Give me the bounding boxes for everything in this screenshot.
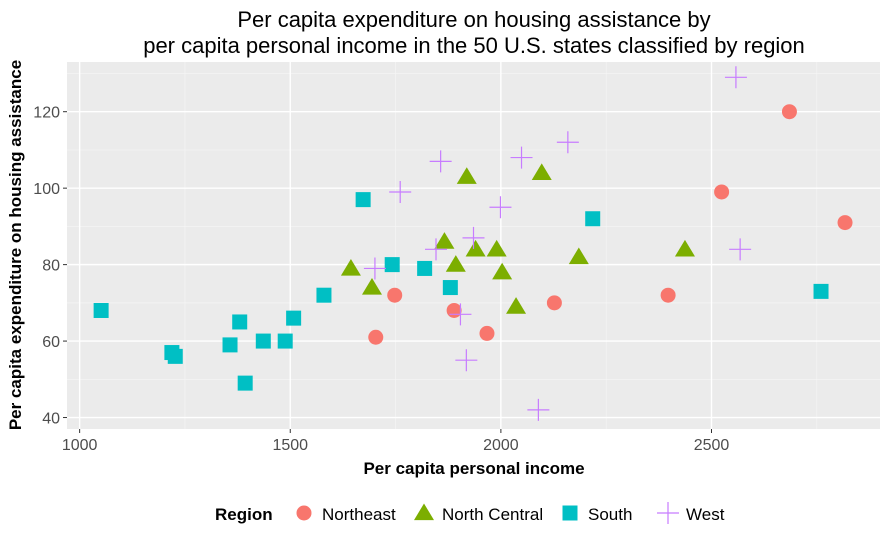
south-point — [286, 310, 302, 326]
south-point — [237, 375, 253, 391]
west-point — [489, 196, 512, 219]
north-central-point — [486, 239, 507, 257]
legend-title: Region — [215, 505, 273, 524]
northeast-point — [479, 325, 495, 341]
legend-label-north-central: North Central — [442, 505, 543, 524]
west-point — [556, 131, 579, 154]
south-point — [232, 314, 248, 330]
x-tick-label: 1500 — [272, 437, 308, 454]
northeast-point — [387, 287, 403, 303]
north-central-point — [340, 258, 361, 276]
northeast-point — [837, 215, 853, 231]
west-point — [510, 146, 533, 169]
south-point — [167, 348, 183, 364]
northeast-point — [546, 295, 562, 311]
north-central-point — [434, 232, 455, 249]
north-central-point — [531, 163, 552, 180]
west-point — [389, 180, 412, 203]
y-tick-label: 60 — [42, 334, 60, 351]
north-central-point — [465, 239, 486, 257]
north-central-point — [568, 247, 589, 265]
legend-label-west: West — [686, 505, 725, 524]
south-point — [417, 260, 433, 276]
south-point — [813, 283, 829, 299]
south-point — [222, 337, 238, 353]
north-central-point — [506, 297, 527, 314]
x-tick-label: 2000 — [483, 437, 519, 454]
south-point — [93, 302, 109, 318]
northeast-point — [446, 302, 462, 318]
south-point — [585, 211, 601, 227]
y-tick-label: 40 — [42, 411, 60, 428]
south-point — [442, 280, 458, 296]
west-point — [462, 226, 485, 249]
northeast-point — [714, 184, 730, 200]
west-point — [729, 238, 752, 261]
legend-label-northeast: Northeast — [322, 505, 396, 524]
northeast-point — [368, 329, 384, 345]
axis-ticks: 1000 1500 2000 2500 40 60 80 100 120 — [33, 105, 729, 454]
chart-title-line-1: Per capita expenditure on housing assist… — [237, 7, 710, 32]
y-axis-title: Per capita expenditure on housing assist… — [6, 60, 25, 430]
south-point — [277, 333, 293, 349]
north-central-point — [456, 167, 477, 184]
south-point — [384, 257, 400, 273]
west-point — [455, 349, 478, 372]
y-tick-label: 80 — [42, 258, 60, 275]
legend-key-northeast — [296, 505, 312, 521]
x-axis-title: Per capita personal income — [363, 459, 584, 478]
chart-title-line-2: per capita personal income in the 50 U.S… — [143, 33, 805, 58]
data-points — [93, 66, 853, 421]
west-point — [363, 257, 386, 280]
legend-key-west — [657, 502, 679, 524]
legend-key-south — [562, 505, 578, 521]
south-point — [316, 287, 332, 303]
south-point — [355, 192, 371, 208]
north-central-point — [674, 239, 695, 257]
x-tick-label: 1000 — [62, 437, 98, 454]
x-tick-label: 2500 — [694, 437, 730, 454]
northeast-point — [781, 104, 797, 120]
north-central-point — [445, 255, 466, 272]
legend-key-north-central — [414, 503, 434, 521]
grid-lines — [67, 62, 880, 429]
west-point — [425, 238, 448, 261]
y-tick-label: 100 — [33, 181, 60, 198]
north-central-point — [492, 262, 513, 280]
northeast-point — [660, 287, 676, 303]
legend-label-south: South — [588, 505, 632, 524]
west-point — [449, 303, 472, 326]
legend: Northeast North Central South West — [296, 502, 725, 524]
west-point — [527, 398, 550, 421]
west-point — [429, 150, 452, 173]
north-central-point — [361, 278, 382, 295]
south-point — [255, 333, 271, 349]
west-point — [724, 66, 747, 89]
y-tick-label: 120 — [33, 105, 60, 122]
